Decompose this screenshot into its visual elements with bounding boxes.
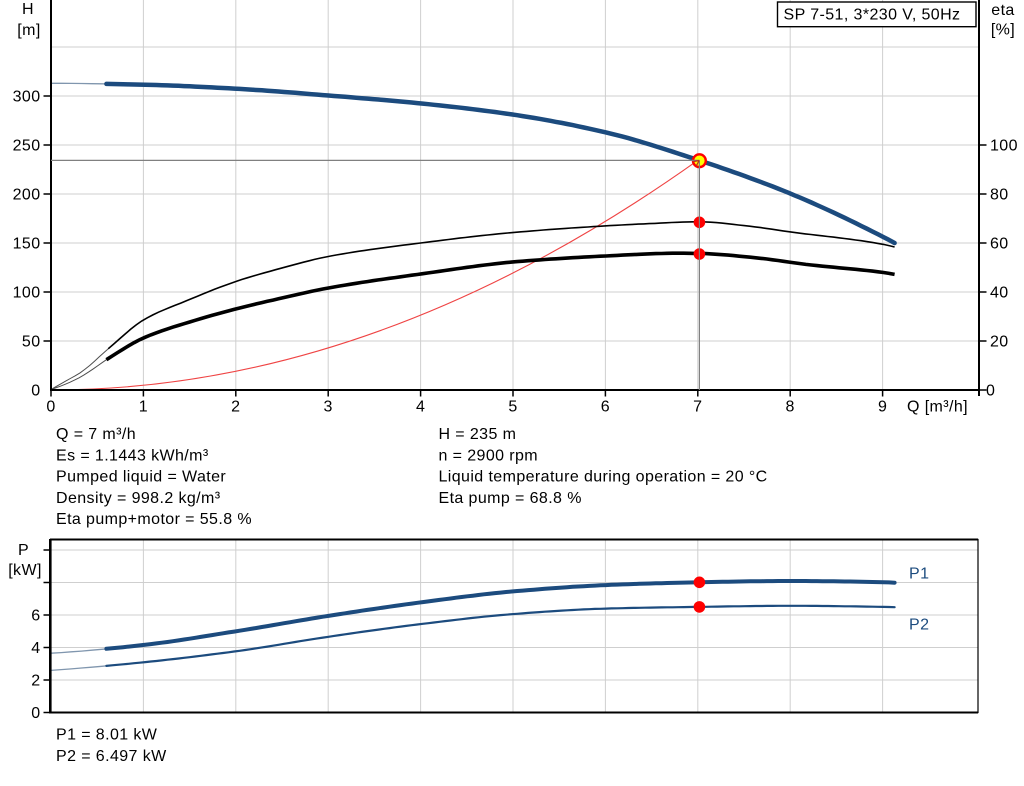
svg-text:150: 150 — [13, 236, 41, 253]
svg-text:80: 80 — [990, 187, 1009, 204]
svg-text:20: 20 — [990, 334, 1009, 351]
svg-text:7: 7 — [693, 399, 702, 416]
svg-text:2: 2 — [231, 399, 240, 416]
svg-text:9: 9 — [878, 399, 887, 416]
svg-text:6: 6 — [601, 399, 610, 416]
svg-text:P1: P1 — [909, 566, 929, 583]
svg-text:P1 = 8.01 kW: P1 = 8.01 kW — [56, 727, 158, 744]
svg-text:[%]: [%] — [991, 22, 1015, 39]
svg-text:Q [m³/h]: Q [m³/h] — [907, 399, 968, 416]
svg-text:6: 6 — [31, 608, 40, 625]
svg-text:2: 2 — [31, 673, 40, 690]
svg-text:40: 40 — [990, 285, 1009, 302]
svg-text:eta: eta — [991, 2, 1014, 19]
svg-text:0: 0 — [46, 399, 55, 416]
svg-text:n = 2900 rpm: n = 2900 rpm — [439, 447, 539, 464]
svg-text:P2 = 6.497 kW: P2 = 6.497 kW — [56, 748, 167, 765]
svg-text:50: 50 — [22, 334, 41, 351]
svg-text:250: 250 — [13, 138, 41, 155]
svg-text:Liquid temperature during oper: Liquid temperature during operation = 20… — [439, 469, 768, 486]
svg-text:1: 1 — [139, 399, 148, 416]
svg-text:Eta pump = 68.8 %: Eta pump = 68.8 % — [439, 490, 582, 507]
svg-text:[m]: [m] — [17, 22, 40, 39]
svg-text:100: 100 — [990, 138, 1018, 155]
svg-text:P: P — [18, 542, 29, 559]
svg-text:60: 60 — [990, 236, 1009, 253]
svg-text:Pumped liquid = Water: Pumped liquid = Water — [56, 469, 226, 486]
svg-text:[kW]: [kW] — [8, 562, 42, 579]
svg-text:H = 235 m: H = 235 m — [439, 426, 517, 443]
svg-text:4: 4 — [416, 399, 425, 416]
svg-text:5: 5 — [508, 399, 517, 416]
svg-text:100: 100 — [13, 285, 41, 302]
svg-text:0: 0 — [986, 383, 995, 400]
svg-text:8: 8 — [786, 399, 795, 416]
svg-text:300: 300 — [13, 89, 41, 106]
svg-text:Density = 998.2 kg/m³: Density = 998.2 kg/m³ — [56, 490, 221, 507]
svg-text:0: 0 — [31, 705, 40, 722]
svg-text:4: 4 — [31, 640, 40, 657]
svg-text:SP 7-51, 3*230 V, 50Hz: SP 7-51, 3*230 V, 50Hz — [784, 7, 961, 24]
svg-text:0: 0 — [31, 383, 40, 400]
svg-text:3: 3 — [324, 399, 333, 416]
svg-text:Eta pump+motor = 55.8 %: Eta pump+motor = 55.8 % — [56, 511, 252, 528]
svg-text:Q = 7 m³/h: Q = 7 m³/h — [56, 426, 136, 443]
svg-text:Es = 1.1443 kWh/m³: Es = 1.1443 kWh/m³ — [56, 447, 209, 464]
svg-text:H: H — [22, 1, 34, 18]
svg-text:200: 200 — [13, 187, 41, 204]
svg-text:P2: P2 — [909, 617, 929, 634]
